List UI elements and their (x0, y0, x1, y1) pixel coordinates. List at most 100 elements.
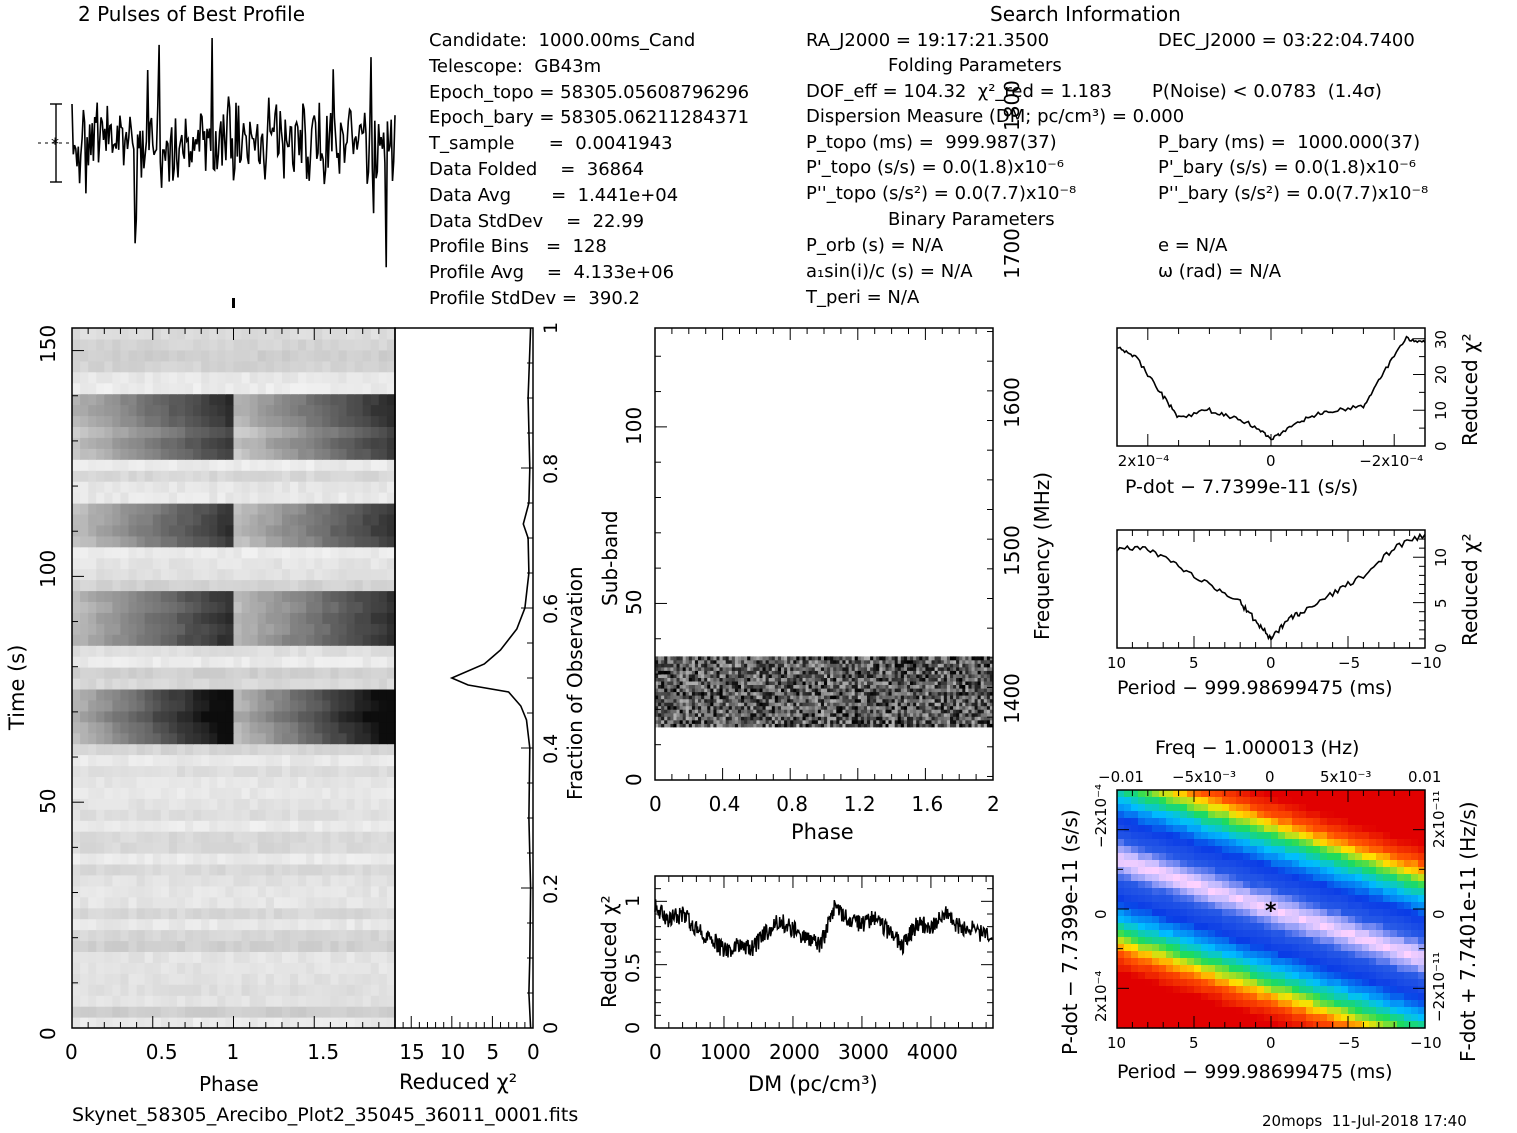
waterfall-cell (346, 371, 356, 384)
subband-cell (707, 702, 711, 707)
subband-cell (863, 716, 868, 721)
waterfall-cell (265, 546, 275, 559)
subband-cell (750, 674, 754, 678)
subband-cell (694, 702, 699, 707)
waterfall-cell (201, 732, 210, 745)
waterfall-cell (346, 590, 356, 602)
waterfall-cell (386, 426, 396, 438)
subband-cell (940, 674, 945, 678)
waterfall-cell (225, 601, 235, 613)
waterfall-cell (217, 820, 226, 832)
waterfall-cell (104, 667, 113, 679)
waterfall-cell (362, 393, 372, 406)
subband-cell (741, 670, 745, 675)
waterfall-cell (338, 579, 348, 592)
subband-cell (910, 674, 914, 678)
waterfall-cell (96, 787, 105, 799)
subband-cell (971, 702, 976, 707)
waterfall-cell (362, 415, 372, 427)
waterfall-cell (88, 645, 97, 657)
subband-cell (913, 663, 917, 668)
waterfall-cell (104, 360, 113, 373)
subband-cell (977, 670, 982, 675)
subband-cell (940, 695, 945, 700)
waterfall-cell (112, 776, 122, 788)
waterfall-cell (120, 962, 130, 974)
subband-cell (685, 656, 690, 661)
waterfall-cell (201, 995, 210, 1007)
waterfall-cell (185, 481, 194, 493)
subband-cell (765, 656, 770, 661)
waterfall-cell (144, 656, 154, 668)
subband-cell (762, 698, 767, 703)
waterfall-cell (354, 896, 364, 909)
subband-cell (741, 709, 745, 714)
subband-cell (771, 705, 776, 710)
subband-cell (934, 681, 939, 685)
subband-cell (719, 670, 724, 675)
subband-cell (790, 698, 794, 703)
waterfall-cell (160, 798, 170, 810)
waterfall-cell (330, 798, 340, 810)
waterfall-cell (322, 831, 331, 843)
waterfall-cell (282, 459, 291, 471)
subband-cell (710, 677, 714, 682)
waterfall-cell (96, 907, 105, 920)
waterfall-cell (378, 338, 388, 351)
subband-cell (876, 674, 880, 678)
subband-cell (900, 688, 905, 693)
subband-cell (817, 709, 822, 714)
waterfall-cell (168, 535, 178, 548)
subband-cell (879, 695, 883, 700)
waterfall-cell (314, 710, 323, 723)
subband-cell (784, 659, 788, 664)
subband-cell (691, 681, 696, 685)
waterfall-cell (201, 492, 210, 504)
waterfall-cell (265, 995, 275, 1007)
waterfall-cell (225, 1006, 235, 1018)
subband-cell (848, 684, 853, 689)
waterfall-cell (104, 481, 113, 493)
waterfall-cell (282, 853, 291, 865)
waterfall-cell (378, 940, 388, 952)
waterfall-cell (193, 328, 202, 340)
subband-cell (922, 691, 926, 696)
waterfall-cell (177, 732, 186, 745)
waterfall-cell (362, 951, 372, 963)
subband-cell (965, 670, 969, 675)
waterfall-cell (346, 634, 356, 646)
waterfall-cell (322, 426, 331, 438)
subband-cell (863, 723, 868, 728)
waterfall-cell (290, 678, 299, 690)
subband-cell (676, 705, 681, 710)
waterfall-cell (136, 831, 146, 843)
waterfall-cell (80, 973, 89, 985)
subband-cell (765, 712, 770, 717)
subband-cell (707, 674, 711, 678)
waterfall-cell (370, 962, 380, 974)
subband-cell (676, 702, 681, 707)
subband-cell (894, 674, 899, 678)
waterfall-cell (112, 349, 122, 362)
waterfall-cell (104, 940, 113, 952)
waterfall-cell (241, 360, 251, 373)
subband-cell (983, 716, 988, 721)
waterfall-cell (362, 918, 372, 931)
subband-cell (974, 709, 979, 714)
waterfall-cell (322, 579, 331, 592)
waterfall-cell (241, 667, 251, 679)
subband-cell (734, 670, 739, 675)
waterfall-cell (249, 688, 259, 701)
waterfall-cell (168, 907, 178, 920)
subband-cell (771, 698, 776, 703)
waterfall-cell (386, 634, 396, 646)
waterfall-cell (241, 918, 251, 931)
subband-cell (790, 716, 794, 721)
waterfall-cell (120, 896, 130, 909)
subband-cell (851, 709, 856, 714)
subband-cell (784, 712, 788, 717)
waterfall-cell (330, 918, 340, 931)
waterfall-cell (386, 393, 396, 406)
subband-cell (839, 670, 843, 675)
waterfall-cell (217, 371, 226, 384)
